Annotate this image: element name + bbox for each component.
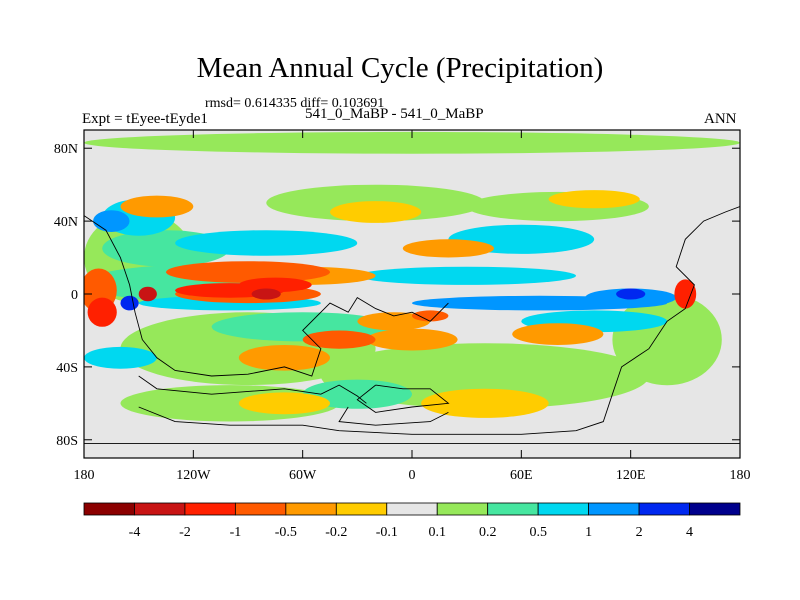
colorbar-label: -1 <box>230 525 242 540</box>
field-patch-negative-strong <box>674 279 697 309</box>
colorbar-box <box>537 502 590 516</box>
field-patch-negative-strong <box>238 277 312 293</box>
x-tick-label: 60W <box>289 468 317 483</box>
field-patch-negative-mid <box>357 312 431 331</box>
field-patch-negative-low <box>330 201 422 223</box>
colorbar-label: 0.1 <box>428 525 446 540</box>
field-patch-positive-mid <box>302 379 412 409</box>
field-patch-neutral-band <box>84 131 740 154</box>
x-tick-label: 180 <box>74 468 95 483</box>
field-patch-negative-low <box>548 190 640 209</box>
colorbar-label: -4 <box>129 525 141 540</box>
colorbar-label: -2 <box>179 525 191 540</box>
field-patch-positive-extreme <box>120 295 139 311</box>
colorbar-box <box>285 502 337 516</box>
field-patch-negative-low <box>238 392 330 415</box>
x-tick-label: 120W <box>176 468 211 483</box>
field-patch-negative-strong <box>87 297 117 327</box>
field-patch-negative-mid <box>512 323 604 345</box>
colorbar-box <box>638 502 690 516</box>
colorbar-label: -0.5 <box>275 525 297 540</box>
field-patch-negative-mid <box>120 195 194 218</box>
colorbar-box <box>386 502 438 516</box>
field-patch-positive-high <box>357 266 576 285</box>
x-tick-label: 0 <box>409 468 416 483</box>
rmsd-diff-stats: rmsd= 0.614335 diff= 0.103691 <box>205 96 385 111</box>
colorbar-label: -0.1 <box>376 525 398 540</box>
colorbar-label: 0.5 <box>529 525 547 540</box>
colorbar-box <box>689 502 741 516</box>
y-tick-label: 40N <box>54 215 78 230</box>
field-patch-negative-mid <box>402 239 494 258</box>
colorbar-box <box>134 502 186 516</box>
coastline-3 <box>356 384 450 413</box>
season-label: ANN <box>704 111 737 127</box>
field-patch-positive-strong <box>93 210 130 233</box>
field-patch-negative-mid <box>238 345 330 371</box>
colorbar-box <box>234 502 287 516</box>
colorbar-label: 0.2 <box>479 525 497 540</box>
field-patch-negative-extreme <box>251 288 281 300</box>
colorbar-label: 2 <box>636 525 643 540</box>
x-tick-label: 60E <box>510 468 533 483</box>
coastline-1 <box>84 215 449 377</box>
chart-title: Mean Annual Cycle (Precipitation) <box>196 52 604 84</box>
field-patch-negative-high <box>412 310 449 322</box>
colorbar-box <box>588 502 640 516</box>
colorbar-box <box>487 502 539 516</box>
coastline-5 <box>138 206 740 435</box>
field-patch-positive-high <box>84 346 157 369</box>
colorbar-label: 1 <box>585 525 592 540</box>
x-tick-label: 180 <box>730 468 751 483</box>
y-tick-label: 0 <box>71 288 78 303</box>
colorbar-label: -0.2 <box>325 525 347 540</box>
colorbar-box <box>184 502 236 516</box>
colorbar-box <box>436 502 489 516</box>
field-patch-positive-high <box>175 230 358 256</box>
colorbar-box <box>335 502 388 516</box>
field-patch-negative-mid <box>366 328 458 351</box>
y-tick-label: 80S <box>56 434 78 449</box>
field-patch-negative-high <box>302 330 376 349</box>
coastline-2 <box>138 375 367 404</box>
field-patch-negative-low <box>421 388 549 418</box>
colorbar-box <box>83 502 135 516</box>
y-tick-label: 80N <box>54 142 78 157</box>
coastline-4 <box>338 406 449 426</box>
x-tick-label: 120E <box>616 468 646 483</box>
experiment-label: Expt = tEyee-tEyde1 <box>82 111 208 127</box>
field-patch-negative-extreme <box>138 286 157 302</box>
y-tick-label: 40S <box>56 361 78 376</box>
case-comparison-label: 541_0_MaBP - 541_0_MaBP <box>305 106 484 122</box>
field-patch-negative-high <box>166 261 330 283</box>
field-patch-positive-extreme <box>616 288 646 300</box>
colorbar-label: 4 <box>686 525 693 540</box>
